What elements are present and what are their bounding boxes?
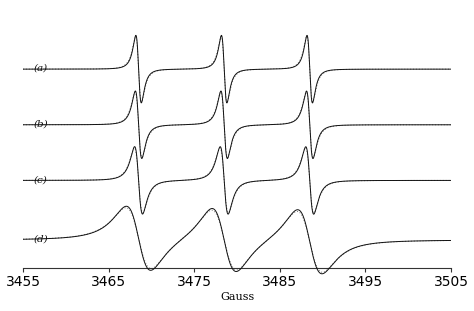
Text: (d): (d) (33, 235, 48, 244)
Text: (a): (a) (33, 64, 47, 73)
X-axis label: Gauss: Gauss (220, 291, 254, 302)
Text: (c): (c) (33, 175, 47, 184)
Text: (b): (b) (33, 119, 48, 128)
